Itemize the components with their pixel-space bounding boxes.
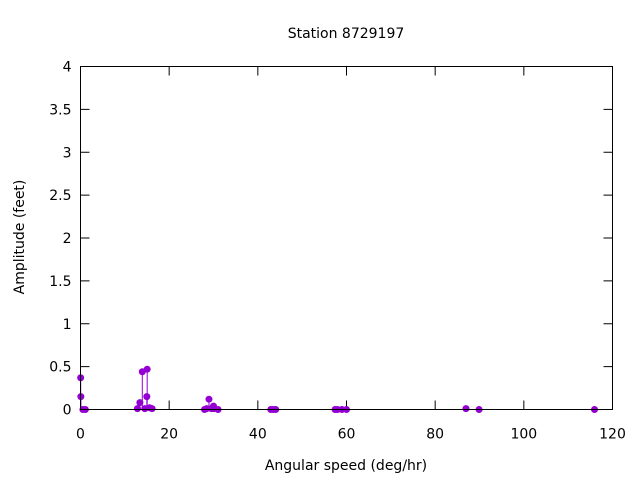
y-tick-label: 3: [63, 145, 72, 161]
chart-title: Station 8729197: [288, 26, 405, 42]
data-point: [133, 405, 141, 413]
x-tick-label: 20: [160, 427, 178, 443]
data-marks: [77, 365, 599, 413]
y-tick-label: 3.5: [49, 102, 71, 118]
plot-frame: [80, 66, 613, 410]
data-point: [203, 405, 211, 413]
y-tick-label: 2.5: [49, 188, 71, 204]
x-tick-label: 80: [426, 427, 444, 443]
x-tick-label: 100: [510, 427, 537, 443]
x-axis-label: Angular speed (deg/hr): [265, 458, 427, 474]
data-point: [462, 405, 470, 413]
data-point: [136, 399, 144, 407]
data-point: [143, 365, 151, 373]
y-tick-label: 0.5: [49, 360, 71, 376]
y-tick-label: 1: [63, 317, 72, 333]
y-tick-label: 0: [63, 403, 72, 419]
y-axis-label: Amplitude (feet): [12, 180, 28, 295]
x-tick-label: 120: [599, 427, 626, 443]
data-point: [148, 405, 156, 413]
ticks: 0 20 40 60 80 100 120 0 0.5 1 1.5 2 2.5 3 3.5 4: [49, 60, 626, 443]
y-tick-label: 2: [63, 231, 72, 247]
data-point: [205, 395, 213, 403]
x-tick-label: 40: [249, 427, 267, 443]
x-tick-label: 60: [338, 427, 356, 443]
y-tick-label: 1.5: [49, 274, 71, 290]
y-tick-label: 4: [63, 60, 72, 76]
x-tick-label: 0: [76, 427, 85, 443]
